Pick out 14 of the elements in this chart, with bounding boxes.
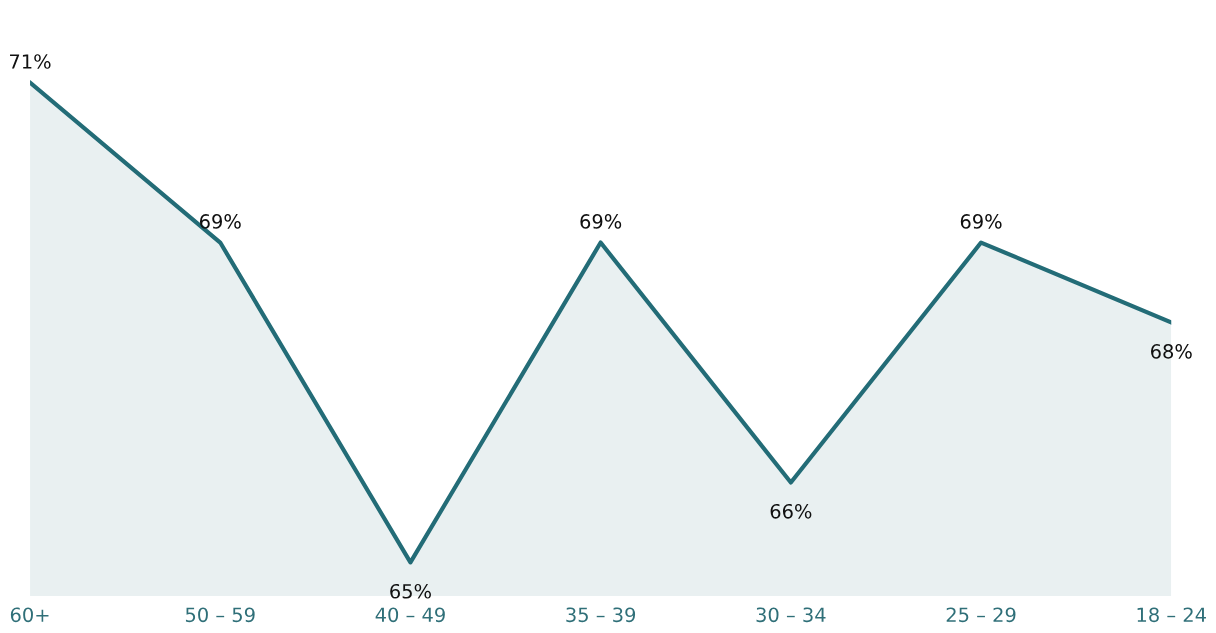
x-tick-label: 25 – 29: [946, 607, 1016, 623]
data-label: 65%: [390, 583, 431, 599]
x-tick-label: 50 – 59: [185, 607, 255, 623]
data-label: 66%: [770, 503, 812, 519]
x-tick-label: 18 – 24: [1137, 607, 1206, 623]
data-label: 71%: [10, 54, 51, 69]
data-label: 69%: [580, 214, 622, 229]
x-tick-label: 60+: [10, 607, 49, 623]
x-tick-label: 35 – 39: [566, 607, 636, 623]
x-tick-label: 30 – 34: [756, 607, 826, 623]
data-label: 68%: [1151, 344, 1192, 359]
data-label: 69%: [960, 214, 1002, 229]
x-tick-label: 40 – 49: [375, 607, 445, 623]
data-label: 69%: [199, 214, 241, 229]
